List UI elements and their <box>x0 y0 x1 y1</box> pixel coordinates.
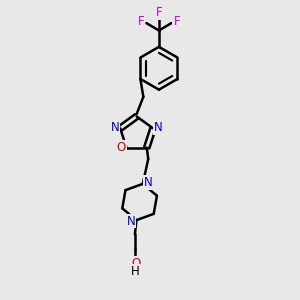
Text: F: F <box>173 15 180 28</box>
Text: F: F <box>138 15 144 28</box>
Text: N: N <box>111 121 120 134</box>
Text: N: N <box>144 176 152 189</box>
Text: H: H <box>131 266 140 278</box>
Text: N: N <box>154 121 162 134</box>
Text: O: O <box>131 257 140 270</box>
Text: F: F <box>156 6 162 19</box>
Text: O: O <box>117 140 126 154</box>
Text: N: N <box>127 214 135 228</box>
